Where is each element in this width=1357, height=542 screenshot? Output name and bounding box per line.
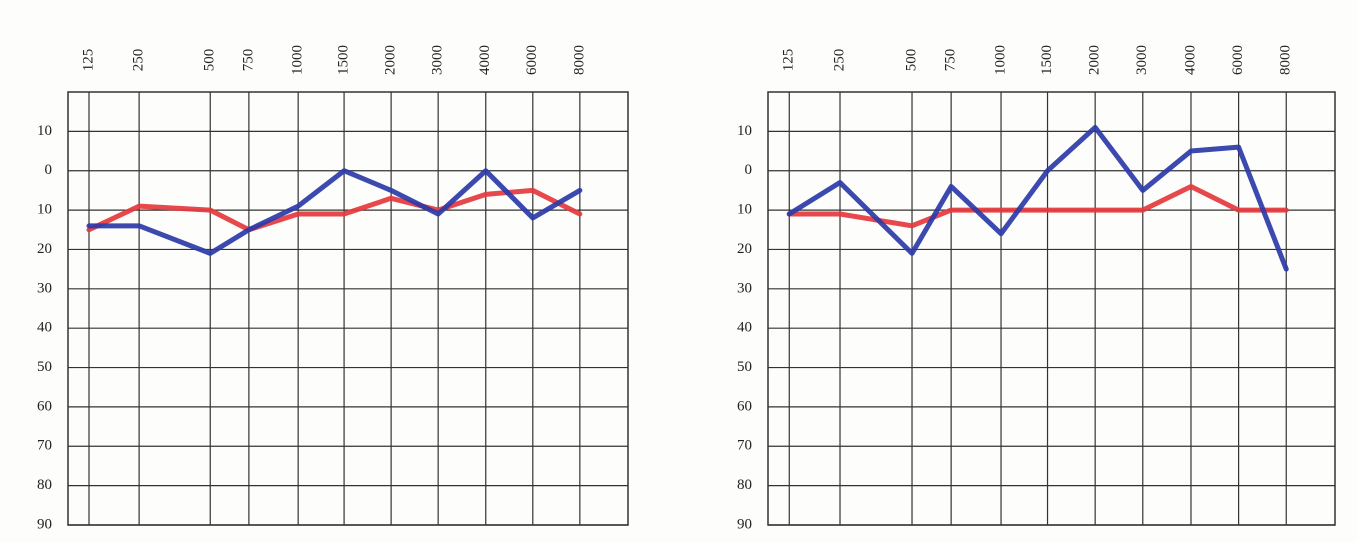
x-tick-label: 3000	[1134, 45, 1150, 75]
y-tick-label: 60	[37, 398, 52, 414]
audiogram-line	[786, 124, 1289, 272]
x-tick-label: 125	[781, 49, 797, 72]
audiogram-line	[86, 187, 583, 233]
x-tick-label: 1500	[1039, 45, 1055, 75]
x-tick-label: 1000	[992, 45, 1008, 75]
x-tick-label: 1000	[290, 45, 306, 75]
y-tick-label: 60	[737, 398, 752, 414]
y-tick-label: 10	[737, 123, 752, 139]
x-tick-label: 8000	[1278, 45, 1294, 75]
y-tick-label: 10	[737, 202, 752, 218]
x-tick-label: 1500	[336, 45, 352, 75]
x-tick-label: 6000	[524, 45, 540, 75]
y-tick-label: 0	[745, 162, 753, 178]
y-tick-label: 10	[37, 123, 52, 139]
x-tick-label: 4000	[477, 45, 493, 75]
x-tick-label: 3000	[430, 45, 446, 75]
x-tick-label: 2000	[1087, 45, 1103, 75]
y-tick-label: 0	[45, 162, 53, 178]
chart-frame	[67, 91, 629, 526]
audiogram-line	[786, 183, 1289, 229]
x-tick-label: 500	[202, 49, 218, 72]
y-tick-label: 90	[737, 516, 752, 532]
x-tick-label: 250	[131, 49, 147, 72]
x-tick-label: 8000	[571, 45, 587, 75]
y-tick-label: 20	[737, 241, 752, 257]
y-tick-label: 90	[37, 516, 52, 532]
y-tick-label: 50	[37, 359, 52, 375]
chart-frame	[767, 91, 1336, 526]
x-tick-label: 125	[80, 49, 96, 72]
y-tick-label: 40	[737, 320, 752, 336]
x-tick-label: 2000	[383, 45, 399, 75]
x-tick-label: 750	[943, 49, 959, 72]
x-tick-label: 750	[240, 49, 256, 72]
y-tick-label: 70	[37, 438, 52, 454]
x-tick-label: 4000	[1182, 45, 1198, 75]
y-tick-label: 30	[737, 280, 752, 296]
y-tick-label: 20	[37, 241, 52, 257]
y-tick-label: 50	[737, 359, 752, 375]
y-tick-label: 40	[37, 320, 52, 336]
y-tick-label: 10	[37, 202, 52, 218]
y-tick-label: 80	[737, 477, 752, 493]
x-tick-label: 500	[903, 49, 919, 72]
y-tick-label: 70	[737, 438, 752, 454]
y-tick-label: 30	[37, 280, 52, 296]
audiogram-line	[86, 168, 583, 256]
y-tick-label: 80	[37, 477, 52, 493]
x-tick-label: 250	[831, 49, 847, 72]
x-tick-label: 6000	[1230, 45, 1246, 75]
